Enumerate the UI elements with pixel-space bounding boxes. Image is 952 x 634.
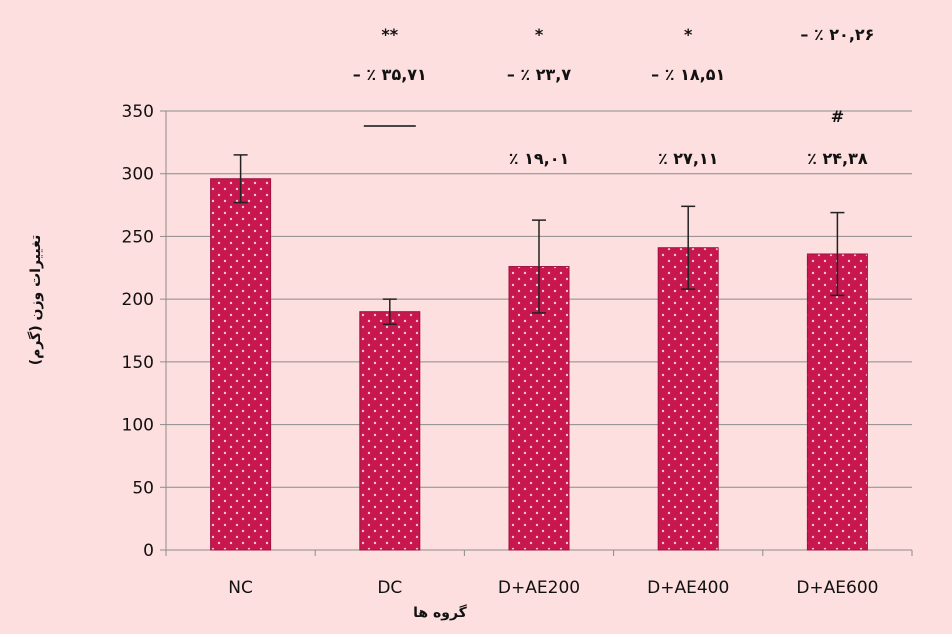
annotation-label: ٪ ۱۹,۰۱ [509,149,569,168]
y-tick-label: 350 [122,102,154,122]
category-label: DC [377,578,402,598]
annotation-label: – ٪ ۲۰,۲۶ [800,25,874,44]
category-label: D+AE400 [647,578,729,598]
bar [806,253,868,551]
annotation-label: – ٪ ۳۵,۷۱ [353,65,427,84]
bar [359,311,421,551]
y-tick-label: 150 [122,353,154,373]
annotation-label: # [831,107,844,126]
annotation-label: – ٪ ۱۸,۵۱ [651,65,725,84]
y-tick-label: 300 [122,165,154,185]
y-tick-label: 250 [122,227,154,247]
annotation-label: * [535,25,544,44]
annotation-label: – ٪ ۲۳,۷ [507,65,572,84]
y-tick-label: 50 [132,478,154,498]
annotation-label: ** [381,25,398,44]
y-axis-title: تغییرات وزن (گرم) [27,235,44,366]
tick-labels: 0 50 100 150 200 250 300 350 NC DC D+AE200 D+AE400 D… [122,102,879,598]
annotation-label: * [684,25,693,44]
bar [210,178,272,551]
bars [210,178,868,551]
annotation-label: ٪ ۲۷,۱۱ [658,149,718,168]
y-tick-label: 100 [122,416,154,436]
bar [657,247,719,551]
y-tick-label: 0 [143,541,154,561]
error-bars [233,154,845,325]
bar [508,266,570,551]
category-label: D+AE600 [796,578,878,598]
y-tick-label: 200 [122,290,154,310]
x-axis-title: گروه ها [413,604,468,621]
annotations: ** * * – ٪ ۲۰,۲۶– ٪ ۳۵,۷۱– ٪ ۲۳,۷– ٪ ۱۸,۵۱#… [353,25,875,168]
category-label: D+AE200 [498,578,580,598]
annotation-label: ٪ ۲۴,۳۸ [807,149,868,168]
category-label: NC [228,578,253,598]
